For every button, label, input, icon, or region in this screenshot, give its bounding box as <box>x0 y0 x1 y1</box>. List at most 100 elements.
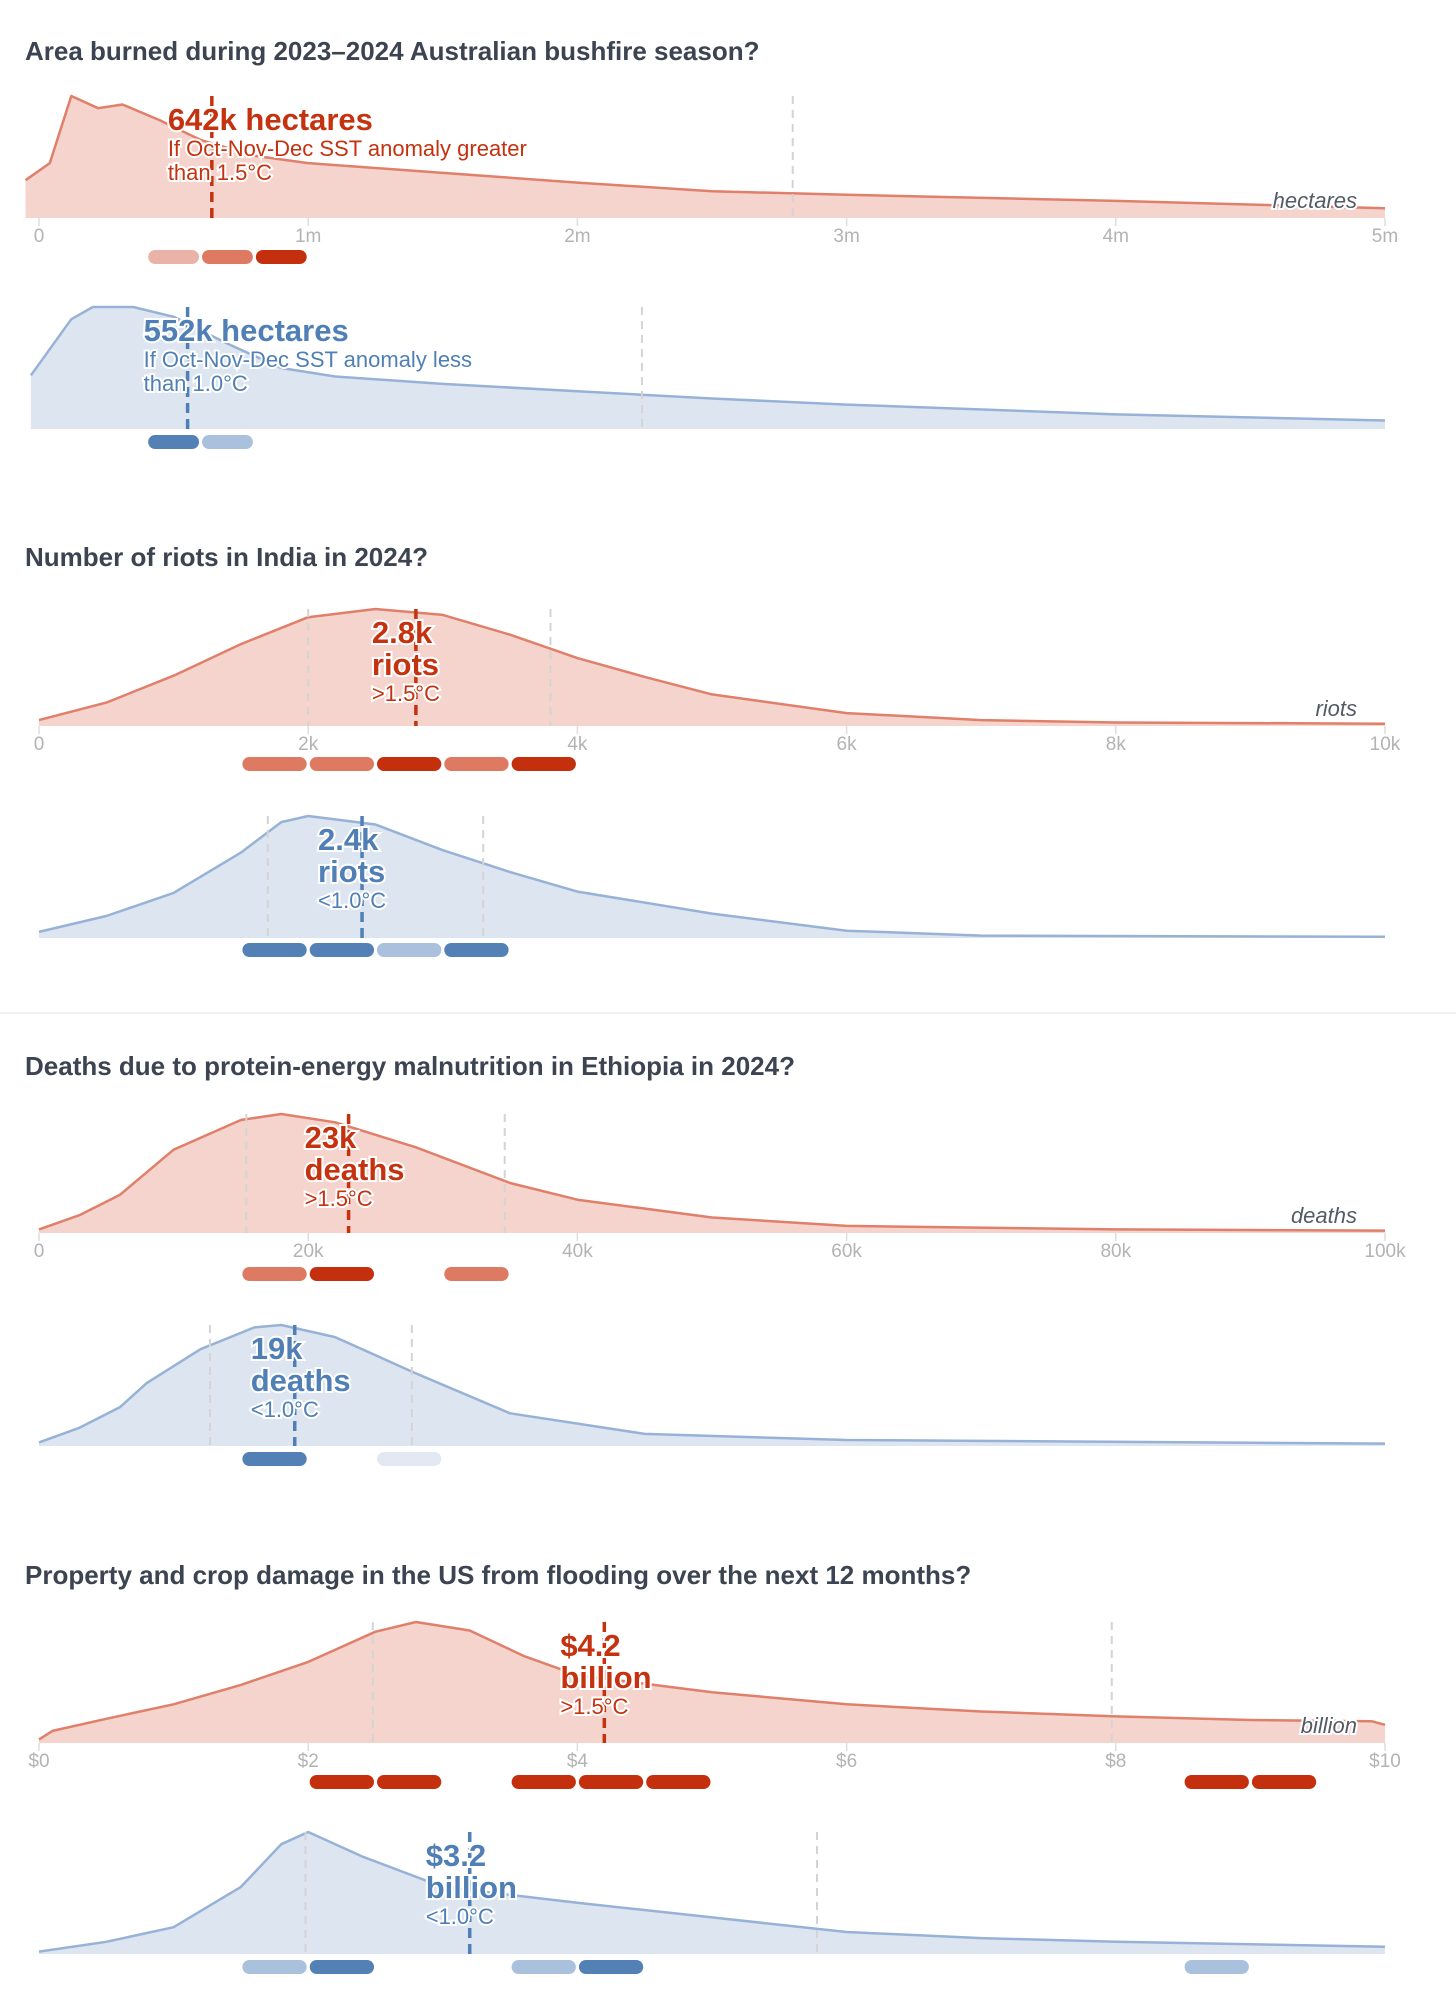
condition-label: <1.0°C <box>426 1904 494 1929</box>
axis-tick-label: $0 <box>28 1751 49 1772</box>
forecast-bin-pill <box>511 1960 576 1974</box>
density-area <box>39 816 1385 938</box>
chart-title: Property and crop damage in the US from … <box>25 1560 971 1590</box>
forecast-bin-pill <box>444 757 509 771</box>
forecast-bin-pill <box>202 435 253 449</box>
axis-tick-label: 20k <box>293 1241 324 1262</box>
condition-label: If Oct-Nov-Dec SST anomaly less <box>144 347 472 372</box>
axis-tick-label: 0 <box>34 226 45 247</box>
density-area <box>39 1325 1385 1446</box>
forecast-bin-pill <box>309 1267 374 1281</box>
axis-tick-label: $6 <box>836 1751 857 1772</box>
density-area <box>39 1114 1385 1233</box>
axis-tick-label: 10k <box>1370 734 1401 755</box>
chart-3: Deaths due to protein-energy malnutritio… <box>25 1051 1406 1466</box>
median-value-label: riots <box>372 647 439 682</box>
forecast-bin-pill <box>377 1452 442 1466</box>
forecast-bin-pill <box>511 1775 576 1789</box>
axis-tick-label: 4m <box>1103 226 1129 247</box>
density-line <box>38 1620 1386 1741</box>
forecast-bin-pill <box>309 1775 374 1789</box>
chart-2: Number of riots in India in 2024?2.8krio… <box>25 542 1401 957</box>
condition-label: >1.5°C <box>305 1186 373 1211</box>
axis-tick-label: 5m <box>1372 226 1398 247</box>
density-area <box>39 1832 1385 1954</box>
condition-label: <1.0°C <box>251 1397 319 1422</box>
axis-tick-label: 40k <box>562 1241 593 1262</box>
forecast-bin-pill <box>1251 1775 1317 1789</box>
condition-label: <1.0°C <box>318 888 386 913</box>
axis-tick-label: $2 <box>298 1751 319 1772</box>
density-line <box>38 814 1386 939</box>
median-value-label: deaths <box>251 1363 351 1398</box>
axis-tick-label: 2k <box>298 734 319 755</box>
axis-tick-label: 1m <box>295 226 321 247</box>
axis-tick-label: 2m <box>564 226 590 247</box>
density-area <box>30 307 1385 429</box>
density-line <box>38 1830 1386 1953</box>
density-line <box>38 607 1386 725</box>
chart-title: Area burned during 2023–2024 Australian … <box>25 36 760 66</box>
chart-1: Area burned during 2023–2024 Australian … <box>24 36 1398 449</box>
density-line <box>38 1323 1386 1445</box>
median-value-label: deaths <box>305 1152 405 1187</box>
unit-label: hectares <box>1273 188 1357 213</box>
density-area <box>39 1622 1385 1743</box>
axis-tick-label: $8 <box>1105 1751 1126 1772</box>
median-value-label: billion <box>426 1870 517 1905</box>
forecast-bin-pill <box>242 1267 307 1281</box>
forecast-bin-pill <box>578 1775 644 1789</box>
median-value-label: 19k <box>251 1331 303 1366</box>
forecast-bin-pill <box>309 1960 374 1974</box>
forecast-bin-pill <box>377 757 442 771</box>
axis-tick-label: 0 <box>34 1241 45 1262</box>
axis-tick-label: 8k <box>1106 734 1127 755</box>
density-area <box>25 96 1385 218</box>
axis-tick-label: 3m <box>833 226 859 247</box>
median-value-label: 23k <box>305 1120 357 1155</box>
condition-label: >1.5°C <box>560 1694 628 1719</box>
forecast-bin-pill <box>242 1960 307 1974</box>
forecast-bin-pill <box>309 757 374 771</box>
density-line <box>29 305 1386 422</box>
forecast-bin-pill <box>242 757 307 771</box>
median-value-label: 642k hectares <box>168 102 373 137</box>
chart-title: Number of riots in India in 2024? <box>25 542 428 572</box>
axis-tick-label: 100k <box>1364 1241 1406 1262</box>
density-area <box>39 609 1385 726</box>
forecast-bin-pill <box>242 1452 307 1466</box>
condition-label: than 1.0°C <box>144 371 248 396</box>
forecast-bin-pill <box>255 250 307 264</box>
forecast-bin-pill <box>202 250 253 264</box>
forecast-bin-pill <box>1184 1960 1249 1974</box>
condition-label: than 1.5°C <box>168 160 272 185</box>
forecast-bin-pill <box>646 1775 711 1789</box>
forecast-bin-pill <box>511 757 576 771</box>
condition-label: >1.5°C <box>372 681 440 706</box>
condition-label: If Oct-Nov-Dec SST anomaly greater <box>168 136 527 161</box>
density-line <box>24 94 1386 210</box>
median-value-label: 552k hectares <box>144 313 349 348</box>
median-value-label: $3.2 <box>426 1838 486 1873</box>
median-value-label: $4.2 <box>560 1628 620 1663</box>
axis-tick-label: 6k <box>837 734 858 755</box>
axis-tick-label: 80k <box>1100 1241 1131 1262</box>
axis-tick-label: 4k <box>567 734 588 755</box>
forecast-bin-pill <box>309 943 374 957</box>
unit-label: billion <box>1301 1713 1357 1738</box>
forecast-bin-pill <box>377 943 442 957</box>
forecast-bin-pill <box>578 1960 644 1974</box>
unit-label: deaths <box>1291 1203 1357 1228</box>
unit-label: riots <box>1315 696 1357 721</box>
forecast-bin-pill <box>377 1775 442 1789</box>
chart-4: Property and crop damage in the US from … <box>25 1560 1401 1974</box>
forecast-bin-pill <box>444 1267 509 1281</box>
forecast-bin-pill <box>148 435 200 449</box>
density-line <box>38 1112 1386 1232</box>
